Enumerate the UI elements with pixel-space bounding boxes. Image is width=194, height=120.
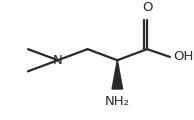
Text: N: N (53, 54, 63, 67)
Text: OH: OH (173, 50, 194, 63)
Polygon shape (112, 60, 123, 89)
Text: O: O (142, 1, 152, 14)
Text: NH₂: NH₂ (105, 95, 130, 108)
